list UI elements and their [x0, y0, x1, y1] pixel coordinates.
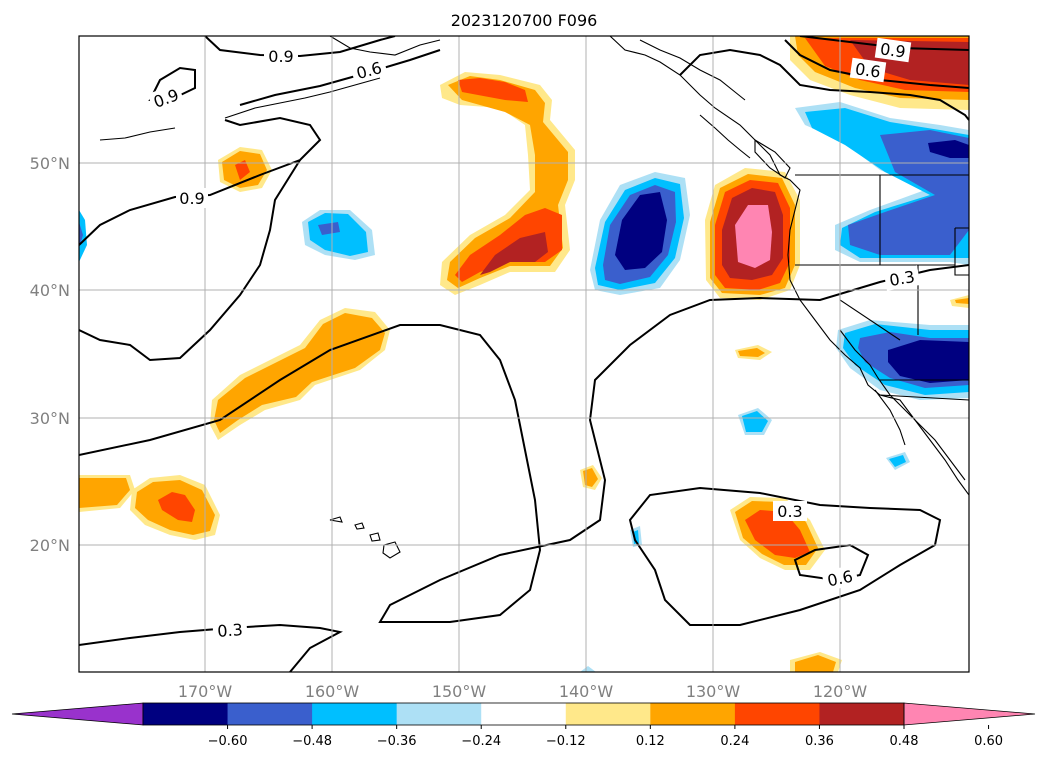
- colorbar-outline: [142, 702, 905, 726]
- colorbar-tick-label: −0.48: [292, 734, 332, 749]
- contour-label: 0.9: [268, 47, 293, 66]
- contour-label: 0.9: [879, 39, 907, 61]
- contour-label: 0.6: [854, 59, 882, 81]
- colorbar-tick-label: 0.12: [636, 734, 665, 749]
- colorbar-tick-label: −0.12: [546, 734, 586, 749]
- anomaly-shading: [79, 36, 969, 672]
- lat-label: 40°N: [30, 281, 70, 300]
- colorbar: [11, 702, 1036, 726]
- lon-label: 170°W: [178, 682, 233, 701]
- colorbar-tick-label: 0.36: [805, 734, 834, 749]
- coastlines: [99, 36, 969, 559]
- map-border: [78, 35, 970, 673]
- lon-label: 140°W: [559, 682, 614, 701]
- colorbar-segment: [312, 703, 398, 725]
- colorbar-tick-label: 0.24: [720, 734, 749, 749]
- colorbar-labels: −0.60 −0.48 −0.36 −0.24 −0.12 0.12 0.24 0.36 0.4…: [208, 725, 1003, 749]
- colorbar-extend-min: [11, 702, 144, 726]
- colorbar-extend-max: [903, 702, 1036, 726]
- lon-label: 120°W: [813, 682, 868, 701]
- colorbar-tick-label: 0.48: [890, 734, 919, 749]
- contour-label: 0.3: [777, 502, 802, 521]
- contour-label: 0.3: [888, 267, 916, 290]
- colorbar-tick-label: 0.60: [974, 734, 1003, 749]
- lon-label: 130°W: [686, 682, 741, 701]
- colorbar-tick-label: −0.36: [377, 734, 417, 749]
- colorbar-segment: [481, 703, 567, 725]
- figure-title: 2023120700 F096: [451, 11, 598, 30]
- colorbar-segment: [734, 703, 820, 725]
- latitude-labels: 50°N 40°N 30°N 20°N: [30, 154, 70, 555]
- contour-label: 0.6: [826, 567, 855, 591]
- colorbar-segment: [819, 703, 905, 725]
- map-area: [79, 36, 969, 672]
- graticule: [79, 36, 969, 672]
- colorbar-segment: [396, 703, 482, 725]
- lat-label: 50°N: [30, 154, 70, 173]
- lat-label: 20°N: [30, 536, 70, 555]
- contour-label: 0.3: [217, 620, 244, 641]
- lon-label: 160°W: [305, 682, 360, 701]
- longitude-labels: 170°W 160°W 150°W 140°W 130°W 120°W: [178, 682, 868, 701]
- lon-label: 150°W: [432, 682, 487, 701]
- colorbar-segment: [143, 703, 229, 725]
- lat-label: 30°N: [30, 409, 70, 428]
- colorbar-tick-label: −0.24: [461, 734, 501, 749]
- colorbar-segment: [650, 703, 736, 725]
- colorbar-tick-label: −0.60: [208, 734, 248, 749]
- contour-label: 0.9: [179, 189, 204, 208]
- colorbar-segment: [227, 703, 313, 725]
- colorbar-segment: [565, 703, 651, 725]
